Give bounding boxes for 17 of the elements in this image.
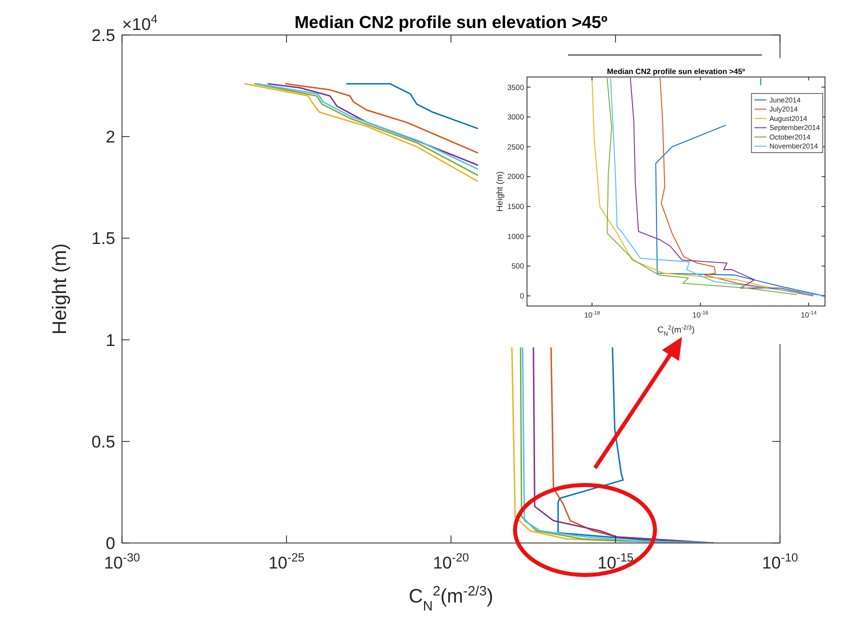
y-axis-title: Height (m) <box>494 171 504 212</box>
chart-title: Median CN2 profile sun elevation >45º <box>294 12 608 32</box>
x-tick-label: 10$^{-20}$ <box>432 550 470 572</box>
x-tick-label: 10$^{-15}$ <box>597 550 634 572</box>
y-tick-label: 1.5 <box>92 229 116 248</box>
x-axis-title: C$_{N}$$^{2}$(m$^{-2/3}$) <box>657 324 695 338</box>
y-tick-label: 2 <box>106 128 116 147</box>
text: ×10$^{4}$ <box>122 12 158 34</box>
y-axis-title: Height (m) <box>48 243 71 335</box>
x-tick-label: 10$^{-10}$ <box>762 550 798 572</box>
x-tick-label: 10$^{-30}$ <box>104 550 140 572</box>
y-tick-label: 1 <box>106 330 116 350</box>
x-axis-title: C$_{N}$$^{2}$(m$^{-2/3}$) <box>408 583 494 613</box>
y-tick-label: 0.5 <box>92 432 116 452</box>
x-tick-label: 10$^{-25}$ <box>268 550 305 572</box>
y-tick-label: 2.5 <box>92 26 116 45</box>
y-tick-label: 0 <box>106 534 116 553</box>
